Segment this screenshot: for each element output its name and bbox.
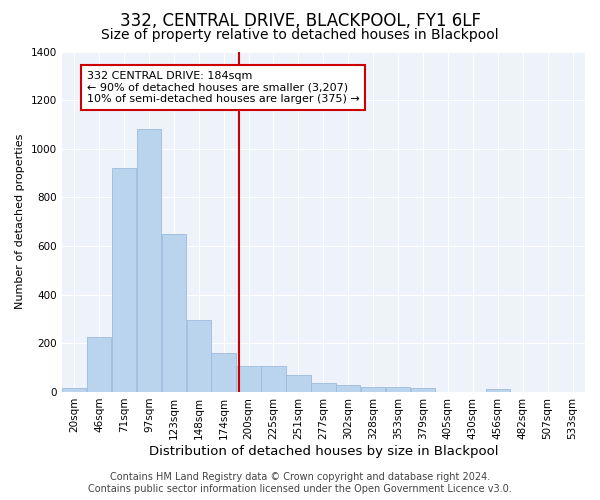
Text: Size of property relative to detached houses in Blackpool: Size of property relative to detached ho… — [101, 28, 499, 42]
Text: Contains HM Land Registry data © Crown copyright and database right 2024.
Contai: Contains HM Land Registry data © Crown c… — [88, 472, 512, 494]
Bar — [161, 234, 186, 392]
Bar — [311, 382, 335, 392]
Bar — [336, 385, 361, 392]
Bar — [485, 389, 510, 392]
Bar — [411, 388, 435, 392]
Bar — [137, 130, 161, 392]
Bar — [187, 320, 211, 392]
Bar — [62, 388, 86, 392]
Bar — [112, 168, 136, 392]
Bar — [236, 366, 261, 392]
Y-axis label: Number of detached properties: Number of detached properties — [15, 134, 25, 310]
Bar — [386, 387, 410, 392]
Bar — [261, 366, 286, 392]
Text: 332 CENTRAL DRIVE: 184sqm
← 90% of detached houses are smaller (3,207)
10% of se: 332 CENTRAL DRIVE: 184sqm ← 90% of detac… — [86, 71, 359, 104]
X-axis label: Distribution of detached houses by size in Blackpool: Distribution of detached houses by size … — [149, 444, 498, 458]
Bar — [361, 387, 385, 392]
Bar — [286, 375, 311, 392]
Text: 332, CENTRAL DRIVE, BLACKPOOL, FY1 6LF: 332, CENTRAL DRIVE, BLACKPOOL, FY1 6LF — [119, 12, 481, 30]
Bar — [211, 353, 236, 392]
Bar — [87, 337, 111, 392]
